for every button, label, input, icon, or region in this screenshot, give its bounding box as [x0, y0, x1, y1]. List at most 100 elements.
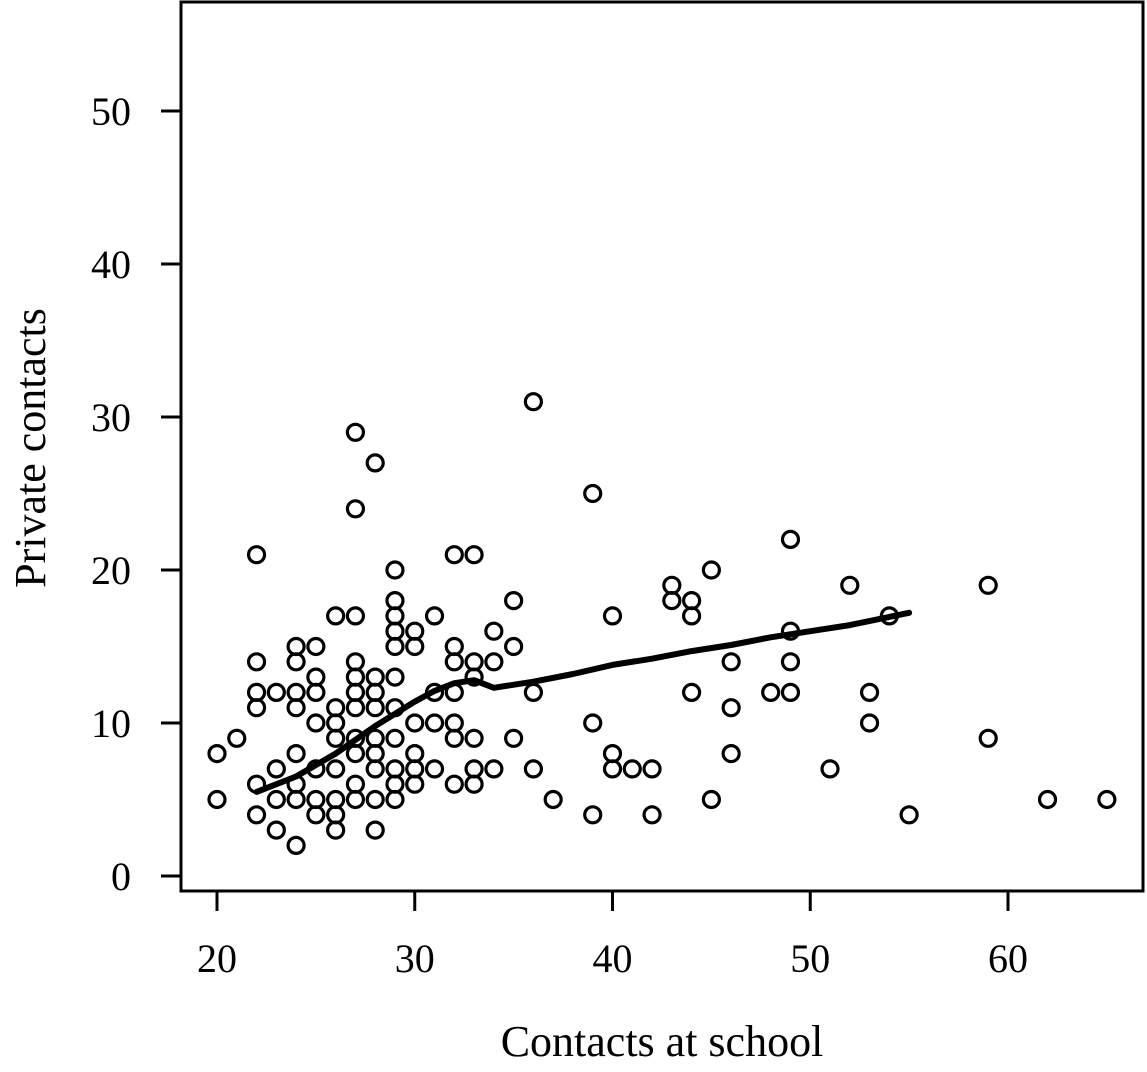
data-point	[424, 759, 445, 779]
data-point	[286, 789, 306, 810]
data-point	[701, 789, 721, 810]
data-point	[780, 652, 801, 672]
x-tick-label: 50	[790, 936, 830, 981]
data-point	[504, 636, 524, 657]
data-point	[405, 759, 425, 779]
data-point	[385, 560, 405, 580]
data-point	[662, 575, 682, 595]
data-point	[642, 805, 662, 825]
data-point	[326, 805, 346, 825]
data-point	[365, 682, 385, 703]
data-point	[721, 743, 741, 764]
data-point	[246, 545, 267, 565]
data-point	[444, 652, 464, 672]
data-point	[385, 728, 405, 748]
data-point	[306, 667, 326, 687]
data-point	[326, 698, 346, 718]
data-point	[385, 667, 405, 687]
data-point	[266, 820, 286, 840]
data-point	[642, 759, 662, 779]
y-axis-title: Private contacts	[6, 308, 55, 588]
data-point	[721, 652, 741, 672]
data-point	[780, 529, 801, 550]
data-point	[405, 636, 425, 657]
data-point	[385, 606, 405, 626]
data-point	[266, 682, 286, 703]
data-point	[602, 759, 623, 779]
data-point	[246, 652, 267, 672]
data-point	[326, 728, 346, 748]
data-point	[365, 759, 385, 779]
data-point	[405, 713, 425, 733]
data-point	[286, 682, 306, 703]
data-point	[286, 835, 306, 856]
data-point	[484, 652, 504, 672]
data-point	[464, 667, 484, 687]
data-point	[543, 789, 563, 810]
data-point	[365, 743, 385, 764]
data-point	[266, 759, 286, 779]
data-point	[385, 590, 405, 611]
data-point	[345, 499, 366, 519]
data-point	[681, 682, 702, 703]
data-point	[306, 682, 326, 703]
data-point	[602, 743, 623, 764]
data-point	[602, 606, 623, 626]
y-tick-label: 10	[91, 701, 131, 746]
data-point	[365, 453, 385, 473]
data-point	[444, 713, 464, 733]
data-point	[622, 759, 642, 779]
data-point	[246, 805, 267, 825]
x-tick-label: 40	[593, 936, 633, 981]
data-point	[207, 743, 227, 764]
data-point	[286, 636, 306, 657]
data-point	[306, 713, 326, 733]
data-point	[1037, 789, 1058, 810]
data-point	[761, 682, 781, 703]
x-tick-label: 30	[395, 936, 435, 981]
x-axis: 20 30 40 50 60	[197, 891, 1028, 981]
data-point	[345, 422, 366, 442]
y-tick-label: 40	[91, 242, 131, 287]
data-point	[345, 652, 366, 672]
data-point	[345, 774, 366, 794]
data-point	[444, 636, 464, 657]
data-point	[583, 805, 603, 825]
data-point	[326, 713, 346, 733]
y-tick-label: 20	[91, 548, 131, 593]
data-point	[523, 682, 544, 703]
data-point	[326, 789, 346, 810]
data-point	[840, 575, 860, 595]
data-point	[681, 606, 702, 626]
data-point	[820, 759, 840, 779]
data-point	[405, 621, 425, 641]
data-point	[266, 789, 286, 810]
data-point	[701, 560, 721, 580]
data-point	[859, 713, 880, 733]
data-point	[345, 698, 366, 718]
data-point	[365, 667, 385, 687]
data-point	[345, 606, 366, 626]
data-point	[365, 820, 385, 840]
data-point	[780, 682, 801, 703]
data-point	[444, 728, 464, 748]
data-point	[286, 698, 306, 718]
data-point	[207, 789, 227, 810]
data-point	[504, 590, 524, 611]
data-point	[978, 575, 998, 595]
data-point	[444, 774, 464, 794]
data-point	[385, 621, 405, 641]
data-point	[365, 698, 385, 718]
data-point	[721, 698, 741, 718]
data-point	[246, 682, 267, 703]
y-tick-label: 0	[111, 854, 131, 899]
y-axis: 0 10 20 30 40 50	[91, 89, 181, 899]
data-point	[405, 774, 425, 794]
data-point	[326, 606, 346, 626]
data-point	[444, 545, 464, 565]
data-point	[306, 805, 326, 825]
data-point	[484, 621, 504, 641]
data-point	[464, 728, 484, 748]
data-point	[424, 713, 445, 733]
